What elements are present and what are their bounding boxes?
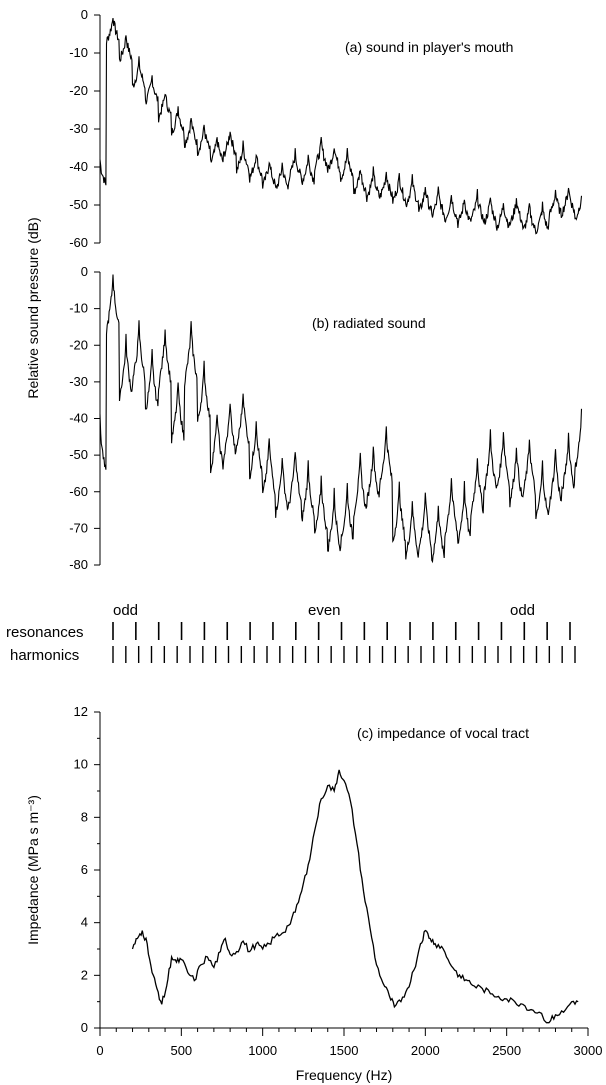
panel-b-y-tick-label: -60 — [69, 484, 88, 499]
panel-c-x-tick-label: 0 — [96, 1043, 103, 1058]
odd-left-label: odd — [113, 602, 138, 619]
harmonics-label: harmonics — [10, 647, 79, 664]
panel-a-y-tick-label: -50 — [69, 197, 88, 212]
panel-c-x-tick-label: 1500 — [330, 1043, 359, 1058]
panel-c-x-tick-label: 500 — [170, 1043, 192, 1058]
panel-c-y-tick-label: 10 — [74, 757, 88, 772]
panel-a-y-tick-label: 0 — [81, 7, 88, 22]
panel-a-y-ticks: 0 -10 -20 -30 -40 -50 -60 — [69, 7, 100, 250]
panel-a: 0 -10 -20 -30 -40 -50 -60 (a) sound in player'… — [69, 7, 583, 250]
panel-c-curve — [131, 769, 579, 1024]
panel-b: 0 -10 -20 -30 -40 -50 -60 -70 -80 (b) radiated s… — [69, 264, 583, 572]
panel-b-y-tick-label: -10 — [69, 301, 88, 316]
odd-right-label: odd — [510, 602, 535, 619]
even-label: even — [308, 602, 341, 619]
panel-c-x-tick-label: 3000 — [574, 1043, 603, 1058]
panel-b-y-tick-label: -80 — [69, 557, 88, 572]
panel-c-annotation: (c) impedance of vocal tract — [357, 725, 529, 741]
panel-a-annotation: (a) sound in player's mouth — [345, 39, 513, 55]
panel-c-y-tick-label: 2 — [81, 967, 88, 982]
panel-b-y-tick-label: -40 — [69, 411, 88, 426]
panel-b-y-tick-label: 0 — [81, 264, 88, 279]
x-axis-title: Frequency (Hz) — [296, 1067, 392, 1083]
panel-b-y-tick-label: -70 — [69, 520, 88, 535]
harmonic-ticks — [112, 646, 576, 663]
panel-a-y-tick-label: -20 — [69, 83, 88, 98]
panel-c-y-tick-label: 4 — [81, 915, 88, 930]
panel-a-curve — [99, 18, 583, 235]
resonances-label: resonances — [6, 624, 84, 641]
panel-a-y-tick-label: -10 — [69, 45, 88, 60]
panel-c-y-tick-label: 6 — [81, 862, 88, 877]
panel-c-x-ticks: 0 500 1000 1500 2000 2500 3000 — [96, 1028, 602, 1058]
panel-a-y-tick-label: -40 — [69, 159, 88, 174]
panel-a-y-tick-label: -30 — [69, 121, 88, 136]
panel-c-y-tick-label: 12 — [74, 704, 88, 719]
panel-c-x-tick-label: 1000 — [248, 1043, 277, 1058]
resonance-ticks — [112, 622, 571, 640]
panel-b-y-tick-label: -50 — [69, 447, 88, 462]
panel-c-x-tick-label: 2000 — [411, 1043, 440, 1058]
panel-c-y-tick-label: 8 — [81, 809, 88, 824]
y-axis-title-ab: Relative sound pressure (dB) — [25, 217, 41, 398]
y-axis-title-c: Impedance (MPa s m⁻³) — [25, 795, 41, 945]
panel-b-annotation: (b) radiated sound — [312, 315, 426, 331]
panel-a-y-tick-label: -60 — [69, 235, 88, 250]
panel-b-curve — [99, 274, 583, 564]
panel-c: 0 2 4 6 8 10 12 0 500 1000 1500 2000 2500 3000 (c) i… — [25, 704, 602, 1083]
panel-b-y-tick-label: -20 — [69, 337, 88, 352]
panel-c-y-ticks: 0 2 4 6 8 10 12 — [74, 704, 100, 1035]
marker-strip: odd even odd resonances harmonics — [6, 602, 576, 664]
panel-b-y-tick-label: -30 — [69, 374, 88, 389]
panel-c-x-tick-label: 2500 — [492, 1043, 521, 1058]
panel-b-y-ticks: 0 -10 -20 -30 -40 -50 -60 -70 -80 — [69, 264, 100, 572]
panel-c-y-tick-label: 0 — [81, 1020, 88, 1035]
